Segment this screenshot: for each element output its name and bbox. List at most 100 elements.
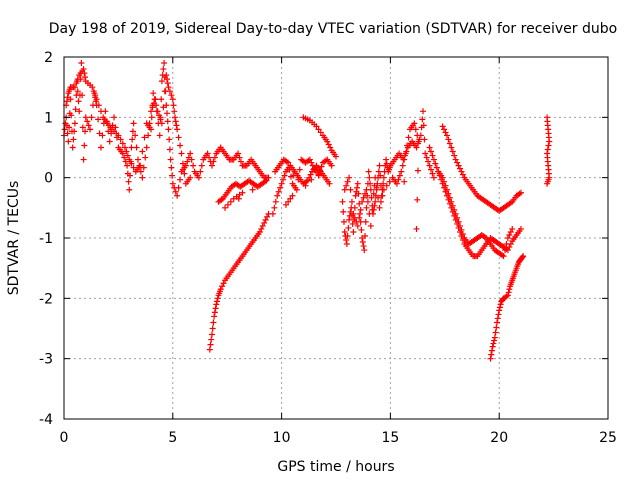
data-point [281,172,288,179]
series-track-c [206,210,272,353]
data-point [425,158,432,165]
data-point [187,174,194,181]
data-point [350,210,357,217]
data-point [545,142,552,149]
data-point [306,156,313,163]
data-point [76,108,83,115]
data-point [142,154,149,161]
data-point [206,346,213,353]
data-point [222,204,229,211]
data-point [413,225,420,232]
data-point [129,128,136,135]
data-point [452,210,459,217]
data-point [160,66,167,73]
data-point [161,88,168,95]
data-point [302,182,309,189]
data-point [419,116,426,123]
data-point [169,180,176,187]
data-point [188,156,195,163]
data-point [127,172,134,179]
data-point [348,198,355,205]
data-point [449,148,456,155]
data-point [92,92,99,99]
data-point [359,239,366,246]
data-point [208,162,215,169]
data-point [315,126,322,133]
data-point [380,174,387,181]
grid [64,57,608,419]
data-point [372,174,379,181]
data-point [156,112,163,119]
data-point [458,226,465,233]
data-point [73,80,80,87]
data-point [359,198,366,205]
y-axis-label: SDTVAR / TECUs [6,181,22,296]
data-point [278,180,285,187]
data-point [82,114,89,121]
series-track-f [300,114,339,160]
data-point [271,204,278,211]
data-point [119,140,126,147]
data-point [362,190,369,197]
data-point [214,298,221,305]
data-point [343,237,350,244]
data-point [412,126,419,133]
data-point [383,156,390,163]
data-point [133,144,140,151]
data-point [328,162,335,169]
data-point [70,136,77,143]
data-point [158,96,165,103]
data-point [153,102,160,109]
y-tick-label: -1 [39,231,53,247]
data-point [487,355,494,362]
data-point [304,177,311,184]
data-point [71,84,78,91]
x-tick-label: 0 [60,430,69,446]
data-point [393,180,400,187]
data-point [195,174,202,181]
data-point [452,156,459,163]
data-point [354,184,361,191]
data-point [415,138,422,145]
data-point [164,80,171,87]
data-point [296,166,303,173]
data-point [170,102,177,109]
data-point [370,190,377,197]
data-point [97,108,104,115]
data-point [446,194,453,201]
data-point [210,158,217,165]
data-point [263,177,270,184]
data-point [346,174,353,181]
data-point [344,178,351,185]
data-point [428,148,435,155]
data-point [87,126,94,133]
data-point [404,142,411,149]
data-point [492,329,499,336]
data-point [429,152,436,159]
x-axis-label: GPS time / hours [277,459,394,475]
data-point [275,188,282,195]
data-point [386,178,393,185]
data-point [459,230,466,237]
data-point [341,228,348,235]
x-tick-label: 5 [168,430,177,446]
data-point [95,116,102,123]
data-point [66,124,73,131]
data-point [455,162,462,169]
data-point [106,138,113,145]
data-point [157,116,164,123]
data-point [380,186,387,193]
data-point [69,144,76,151]
data-point [80,66,87,73]
data-point [414,167,421,174]
data-point [211,313,218,320]
data-point [442,129,449,136]
data-point [295,176,302,183]
data-point [71,128,78,135]
data-point [163,72,170,79]
data-point [63,98,70,105]
data-point [496,304,503,311]
data-point [64,130,71,137]
data-point [169,172,176,179]
